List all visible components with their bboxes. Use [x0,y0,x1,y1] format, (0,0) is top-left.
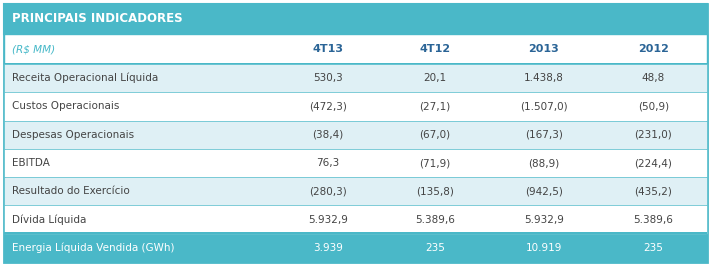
Text: (280,3): (280,3) [309,186,347,196]
Text: 5.389,6: 5.389,6 [415,215,455,225]
Text: 1.438,8: 1.438,8 [524,73,564,83]
Text: 5.932,9: 5.932,9 [308,215,348,225]
Text: 76,3: 76,3 [316,158,340,168]
Text: 235: 235 [425,243,445,253]
Text: (472,3): (472,3) [309,101,347,111]
Bar [4,234,707,262]
Text: (50,9): (50,9) [638,101,669,111]
Text: 3.939: 3.939 [313,243,343,253]
Bar [4,4,707,34]
Text: (38,4): (38,4) [312,130,343,140]
Text: (167,3): (167,3) [525,130,563,140]
Text: EBITDA: EBITDA [12,158,50,168]
Text: 5.932,9: 5.932,9 [524,215,564,225]
Text: 2013: 2013 [528,44,560,54]
Text: (135,8): (135,8) [416,186,454,196]
Bar [4,260,707,262]
Text: 2012: 2012 [638,44,668,54]
Bar [4,177,707,205]
Text: 5.389,6: 5.389,6 [634,215,673,225]
Bar [4,64,707,92]
Text: PRINCIPAIS INDICADORES: PRINCIPAIS INDICADORES [12,13,183,26]
Text: 235: 235 [643,243,663,253]
Bar [4,205,707,234]
Text: 10.919: 10.919 [525,243,562,253]
Text: (224,4): (224,4) [634,158,672,168]
Text: Resultado do Exercício: Resultado do Exercício [12,186,129,196]
Text: (R$ MM): (R$ MM) [12,44,55,54]
Text: Receita Operacional Líquida: Receita Operacional Líquida [12,73,159,84]
Bar [4,63,707,65]
Text: (231,0): (231,0) [634,130,672,140]
Text: (27,1): (27,1) [419,101,451,111]
Bar [4,232,707,234]
Text: (67,0): (67,0) [419,130,451,140]
Bar [4,120,707,149]
Bar [4,34,707,64]
Text: Energia Líquida Vendida (GWh): Energia Líquida Vendida (GWh) [12,243,174,253]
Bar [4,149,707,177]
Text: 4T12: 4T12 [419,44,451,54]
Text: (435,2): (435,2) [634,186,672,196]
Text: (942,5): (942,5) [525,186,563,196]
Text: (1.507,0): (1.507,0) [520,101,567,111]
Text: 4T13: 4T13 [313,44,343,54]
Text: (71,9): (71,9) [419,158,451,168]
Text: 530,3: 530,3 [314,73,343,83]
Text: Dívida Líquida: Dívida Líquida [12,214,86,225]
Text: Custos Operacionais: Custos Operacionais [12,101,119,111]
Text: (88,9): (88,9) [528,158,560,168]
Text: 20,1: 20,1 [423,73,447,83]
Text: Despesas Operacionais: Despesas Operacionais [12,130,134,140]
Text: 48,8: 48,8 [641,73,665,83]
Bar [4,92,707,120]
